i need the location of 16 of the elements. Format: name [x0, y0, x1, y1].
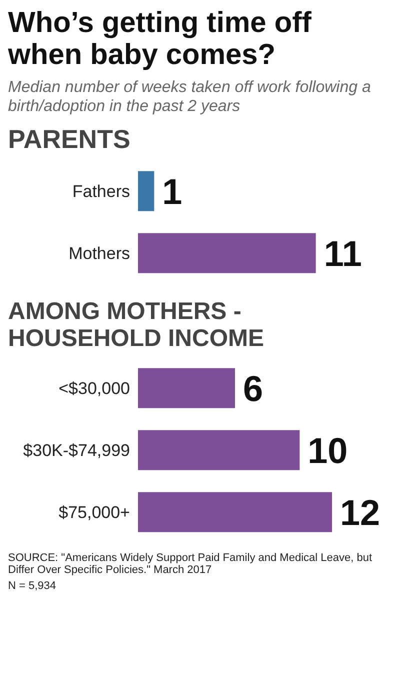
data-label: 11	[324, 233, 362, 274]
data-label: 12	[340, 492, 380, 533]
chart-title: Who’s getting time off when baby comes?	[8, 7, 312, 72]
source-note: SOURCE: "Americans Widely Support Paid Family and Medical Leave, but Differ Over Specific Policies." March 2017	[8, 552, 373, 576]
y-tick-label: <$30,000	[58, 378, 130, 398]
data-label: 6	[243, 368, 264, 409]
data-label: 1	[162, 171, 182, 212]
chart-subtitle: Median number of weeks taken off work following a birth/adoption in the past 2 years	[8, 78, 372, 116]
y-tick-label: Mothers	[68, 244, 130, 264]
y-tick-label: $30K-$74,999	[23, 440, 130, 460]
y-tick-label: $75,000+	[58, 502, 130, 522]
y-tick-label: Fathers	[72, 182, 130, 202]
text: PARENTS	[8, 124, 132, 156]
text: N = 5,934	[8, 580, 58, 592]
data-label: 10	[308, 430, 348, 471]
chart-title: AMONG MOTHERS - HOUSEHOLD INCOME	[8, 298, 266, 352]
